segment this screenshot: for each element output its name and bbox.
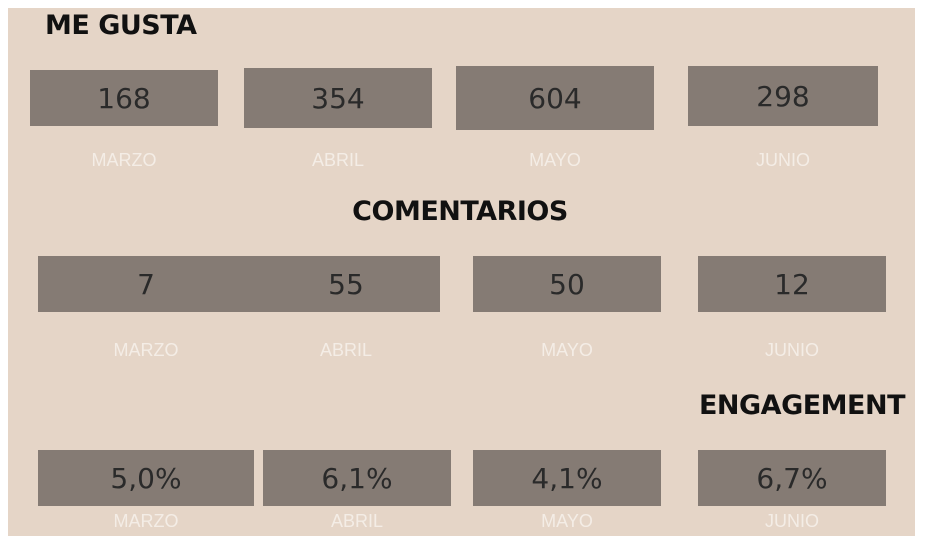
- kpi-value: 55: [252, 256, 440, 312]
- kpi-value: 168: [30, 70, 218, 126]
- month-label: JUNIO: [765, 511, 819, 531]
- kpi-value: 50: [473, 256, 661, 312]
- month-label: MARZO: [113, 340, 179, 360]
- month-label: ABRIL: [330, 511, 384, 531]
- section-title: ENGAGEMENT: [698, 390, 906, 421]
- kpi-value: 5,0%: [38, 450, 254, 506]
- month-label: JUNIO: [765, 340, 819, 360]
- kpi-panel: ME GUSTA 168 MARZO 354 ABRIL 604 MAYO 298 JUNIO C…: [8, 8, 915, 536]
- kpi-value: 12: [698, 256, 886, 312]
- month-label: JUNIO: [756, 150, 810, 170]
- month-label: MAYO: [529, 150, 581, 170]
- kpi-value: 354: [244, 68, 432, 128]
- kpi-value: 7: [38, 256, 254, 312]
- month-label: ABRIL: [319, 340, 373, 360]
- month-label: ABRIL: [311, 150, 365, 170]
- kpi-value: 4,1%: [473, 450, 661, 506]
- month-label: MARZO: [113, 511, 179, 531]
- section-title: ME GUSTA: [45, 10, 197, 41]
- month-label: MARZO: [91, 150, 157, 170]
- kpi-value: 6,7%: [698, 450, 886, 506]
- section-title: COMENTARIOS: [352, 196, 568, 227]
- kpi-value: 298: [688, 66, 878, 126]
- kpi-value: 604: [456, 66, 654, 130]
- month-label: MAYO: [541, 340, 593, 360]
- kpi-value: 6,1%: [263, 450, 451, 506]
- month-label: MAYO: [541, 511, 593, 531]
